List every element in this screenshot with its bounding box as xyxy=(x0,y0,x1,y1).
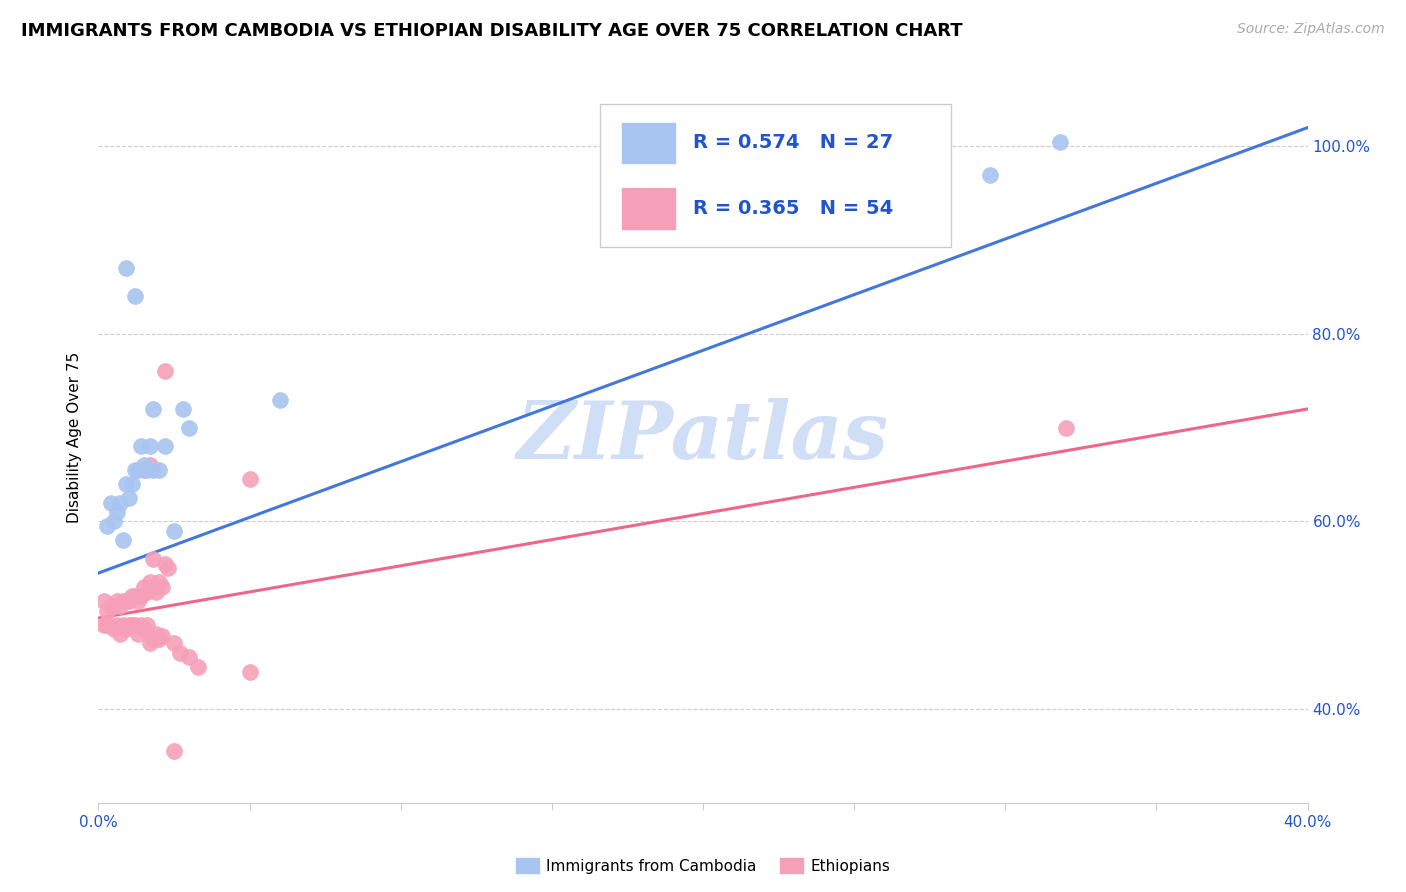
FancyBboxPatch shape xyxy=(621,188,675,228)
Point xyxy=(105,505,128,519)
Point xyxy=(111,594,134,608)
Text: R = 0.365   N = 54: R = 0.365 N = 54 xyxy=(693,199,894,218)
Point xyxy=(153,364,176,378)
Point xyxy=(93,617,115,632)
Point xyxy=(127,594,149,608)
Point xyxy=(108,496,131,510)
Point xyxy=(111,617,134,632)
Point xyxy=(129,440,152,454)
Point xyxy=(139,575,162,590)
Text: ZIPatlas: ZIPatlas xyxy=(517,399,889,475)
Point xyxy=(139,458,162,473)
Point xyxy=(148,632,170,646)
Point xyxy=(150,629,173,643)
Point xyxy=(111,533,134,548)
Point xyxy=(179,650,201,665)
Point xyxy=(148,575,170,590)
Point xyxy=(96,519,118,533)
Point xyxy=(132,623,155,637)
Point xyxy=(100,617,122,632)
Point xyxy=(145,584,167,599)
Point xyxy=(127,463,149,477)
Point xyxy=(96,617,118,632)
Point xyxy=(142,632,165,646)
Point xyxy=(118,617,141,632)
Point xyxy=(132,580,155,594)
Point xyxy=(124,590,146,604)
Point xyxy=(121,590,143,604)
Point xyxy=(145,627,167,641)
Point xyxy=(239,472,262,486)
Point xyxy=(93,594,115,608)
Point xyxy=(100,496,122,510)
Point xyxy=(979,168,1001,182)
Point xyxy=(118,594,141,608)
Legend: Immigrants from Cambodia, Ethiopians: Immigrants from Cambodia, Ethiopians xyxy=(510,852,896,880)
Point xyxy=(129,590,152,604)
Point xyxy=(139,440,162,454)
Point xyxy=(124,463,146,477)
Point xyxy=(124,289,146,303)
Point xyxy=(132,458,155,473)
Text: R = 0.574   N = 27: R = 0.574 N = 27 xyxy=(693,133,893,153)
Point xyxy=(163,524,186,538)
Point xyxy=(105,617,128,632)
Point xyxy=(163,636,186,650)
Point xyxy=(100,599,122,613)
Point xyxy=(114,261,136,276)
Text: Source: ZipAtlas.com: Source: ZipAtlas.com xyxy=(1237,22,1385,37)
Point xyxy=(114,477,136,491)
Text: IMMIGRANTS FROM CAMBODIA VS ETHIOPIAN DISABILITY AGE OVER 75 CORRELATION CHART: IMMIGRANTS FROM CAMBODIA VS ETHIOPIAN DI… xyxy=(21,22,963,40)
Point xyxy=(142,401,165,416)
Point xyxy=(1049,135,1071,149)
Point xyxy=(127,627,149,641)
FancyBboxPatch shape xyxy=(600,104,950,247)
Point xyxy=(121,477,143,491)
Point xyxy=(269,392,291,407)
FancyBboxPatch shape xyxy=(621,122,675,163)
Point xyxy=(153,440,176,454)
Point xyxy=(114,594,136,608)
Point xyxy=(187,660,209,674)
Point xyxy=(142,552,165,566)
Point xyxy=(103,623,125,637)
Point xyxy=(172,401,194,416)
Point xyxy=(129,617,152,632)
Point xyxy=(179,420,201,434)
Point xyxy=(148,463,170,477)
Point xyxy=(139,636,162,650)
Point xyxy=(153,557,176,571)
Point xyxy=(150,580,173,594)
Point xyxy=(132,463,155,477)
Point xyxy=(118,491,141,505)
Y-axis label: Disability Age Over 75: Disability Age Over 75 xyxy=(67,351,83,523)
Point xyxy=(103,515,125,529)
Point xyxy=(121,617,143,632)
Point xyxy=(108,599,131,613)
Point xyxy=(156,561,179,575)
Point xyxy=(169,646,191,660)
Point xyxy=(135,584,157,599)
Point xyxy=(239,665,262,679)
Point xyxy=(142,580,165,594)
Point xyxy=(135,463,157,477)
Point xyxy=(108,627,131,641)
Point xyxy=(103,599,125,613)
Point xyxy=(142,463,165,477)
Point xyxy=(96,603,118,617)
Point xyxy=(105,594,128,608)
Point xyxy=(124,617,146,632)
Point xyxy=(135,617,157,632)
Point xyxy=(163,744,186,758)
Point xyxy=(1054,420,1077,434)
Point xyxy=(114,623,136,637)
